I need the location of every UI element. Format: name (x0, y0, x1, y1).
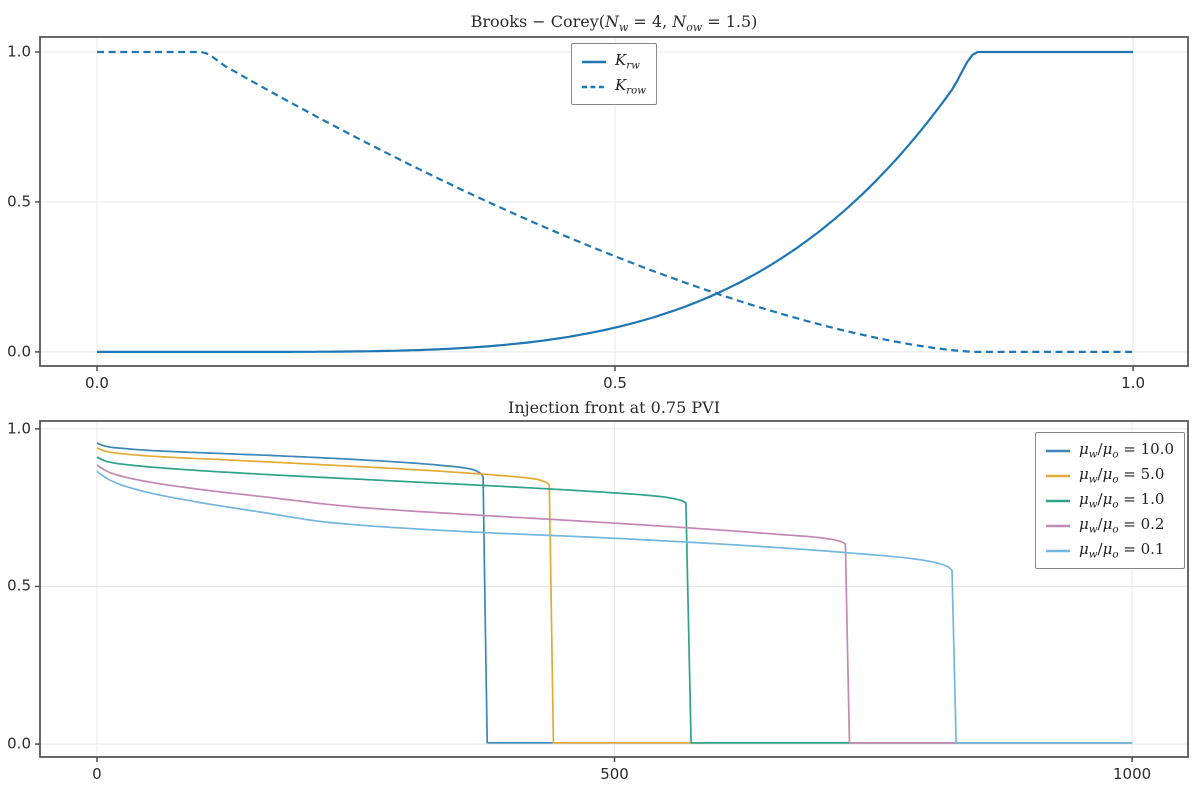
series-mu-ratio-0-2-line (96, 464, 1133, 744)
legend-item-label: μw/μo = 10.0 (1079, 440, 1174, 461)
text-segment: w (1088, 499, 1098, 511)
text-segment: o (1112, 499, 1119, 511)
text-segment: μ (1102, 540, 1113, 559)
y-tick-label: 0.0 (7, 734, 31, 753)
legend-line-sample (582, 85, 607, 88)
legend-item-label: Krw (615, 51, 640, 72)
text-segment: o (1112, 449, 1119, 461)
legend-item-label: μw/μo = 1.0 (1079, 490, 1164, 511)
text-segment: / (1097, 490, 1103, 509)
text-segment: / (1097, 465, 1103, 484)
x-tick-label: 500 (600, 765, 629, 783)
legend-item: μw/μo = 5.0 (1045, 463, 1174, 488)
text-segment: / (1097, 440, 1103, 459)
text-segment: Brooks − Corey( (470, 12, 606, 31)
top-chart-legend: Krw Krow (571, 43, 657, 105)
text-segment: μ (1102, 490, 1113, 509)
text-segment: / (1097, 515, 1103, 534)
y-tick-label: 0.5 (7, 192, 31, 211)
series-Krw-line (97, 50, 1134, 353)
text-segment: Injection front at 0.75 PVI (507, 398, 721, 417)
legend-item: μw/μo = 10.0 (1045, 438, 1174, 463)
text-segment: = 4, (628, 12, 673, 31)
text-segment: o (1112, 474, 1119, 486)
legend-item: μw/μo = 0.2 (1045, 513, 1174, 538)
y-tick-label: 0.5 (7, 576, 31, 595)
bottom-chart-legend: μw/μo = 10.0 μw/μo = 5.0 μw/μo = 1.0 μw/μo … (1035, 432, 1185, 569)
text-segment: o (1112, 549, 1119, 561)
series-mu-ratio-0-1-line (96, 470, 1133, 744)
text-segment: μ (1079, 540, 1089, 559)
text-segment: N (672, 12, 687, 31)
legend-item-label: μw/μo = 5.0 (1079, 465, 1164, 486)
legend-item-label: μw/μo = 0.1 (1079, 540, 1164, 561)
top-chart-title: Brooks − Corey(Nw = 4, Now = 1.5) (471, 12, 758, 34)
text-segment: N (605, 12, 620, 31)
legend-item: Krow (581, 74, 646, 99)
x-tick-label: 1000 (1113, 765, 1152, 783)
text-segment: rw (626, 60, 640, 72)
text-segment: μ (1079, 515, 1089, 534)
legend-line-sample (1046, 449, 1071, 452)
text-segment: w (619, 20, 629, 34)
x-tick-label: 0 (92, 765, 102, 783)
legend-item-label: Krow (615, 76, 646, 97)
text-segment: w (1088, 549, 1098, 561)
legend-item: μw/μo = 1.0 (1045, 488, 1174, 513)
legend-item: Krw (581, 49, 646, 74)
text-segment: μ (1079, 490, 1089, 509)
text-segment: = 1.0 (1118, 490, 1165, 509)
text-segment: μ (1102, 465, 1113, 484)
y-tick-label: 1.0 (7, 42, 31, 61)
text-segment: ow (686, 20, 703, 34)
text-segment: = 5.0 (1118, 465, 1165, 484)
x-tick-label: 0.0 (85, 374, 109, 392)
text-segment: μ (1079, 440, 1089, 459)
x-tick-label: 1.0 (1121, 374, 1146, 392)
text-segment: = 0.2 (1118, 515, 1165, 534)
legend-item: μw/μo = 0.1 (1045, 538, 1174, 563)
text-segment: w (1088, 524, 1098, 536)
legend-line-sample (1046, 499, 1071, 502)
text-segment: = 1.5) (702, 12, 758, 31)
series-mu-ratio-5-line (96, 447, 1133, 744)
legend-item-label: μw/μo = 0.2 (1079, 515, 1164, 536)
text-segment: = 0.1 (1118, 540, 1165, 559)
text-segment: / (1097, 540, 1103, 559)
text-segment: o (1112, 524, 1119, 536)
text-segment: w (1088, 449, 1098, 461)
legend-line-sample (1046, 524, 1071, 527)
bottom-chart-title: Injection front at 0.75 PVI (508, 398, 720, 417)
text-segment: = 10.0 (1118, 440, 1174, 459)
text-segment: row (626, 85, 646, 97)
legend-line-sample (582, 60, 607, 63)
series-mu-ratio-1-line (96, 456, 1133, 744)
legend-line-sample (1046, 474, 1071, 477)
x-tick-label: 0.5 (603, 374, 627, 392)
text-segment: μ (1079, 465, 1089, 484)
text-segment: K (615, 51, 627, 70)
text-segment: μ (1102, 440, 1113, 459)
y-tick-label: 0.0 (7, 342, 31, 361)
legend-line-sample (1046, 549, 1071, 552)
text-segment: K (615, 76, 627, 95)
text-segment: μ (1102, 515, 1113, 534)
text-segment: w (1088, 474, 1098, 486)
y-tick-label: 1.0 (7, 419, 31, 438)
